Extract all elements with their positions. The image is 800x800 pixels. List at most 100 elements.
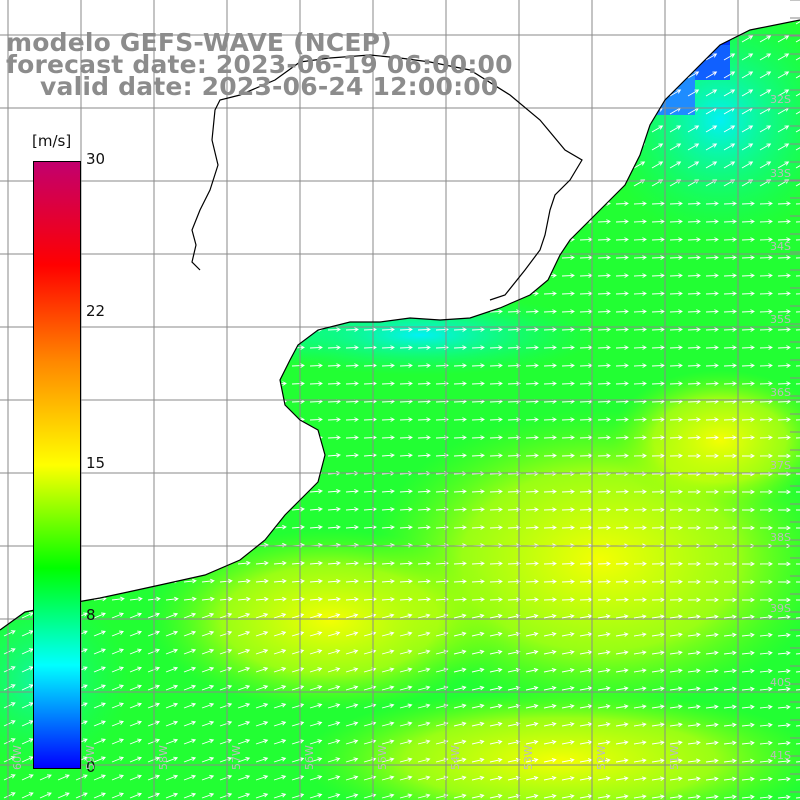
wind-arrow: [471, 631, 485, 637]
wind-arrow: [345, 703, 359, 709]
wind-arrow: [705, 363, 719, 368]
wind-arrow: [165, 612, 179, 619]
wind-arrow: [507, 757, 521, 763]
wind-arrow: [3, 792, 16, 799]
wind-arrow: [561, 417, 575, 422]
wind-arrow: [705, 740, 719, 746]
wind-arrow: [561, 579, 575, 584]
wind-arrow: [507, 739, 521, 745]
wind-arrow: [561, 309, 575, 314]
wind-arrow: [345, 417, 359, 422]
wind-arrow: [273, 631, 287, 637]
wind-arrow: [237, 666, 251, 673]
wind-arrow: [687, 273, 701, 278]
wind-arrow: [759, 561, 773, 567]
wind-arrow: [759, 597, 773, 603]
wind-arrow: [597, 632, 611, 637]
colorbar-unit: [m/s]: [32, 132, 72, 150]
wind-arrow: [201, 792, 215, 799]
wind-arrow: [597, 704, 611, 709]
wind-arrow: [741, 273, 755, 278]
wind-arrow: [615, 237, 629, 242]
wind-arrow: [705, 453, 719, 459]
wind-arrow: [741, 161, 754, 169]
wind-arrow: [615, 219, 629, 224]
wind-arrow: [255, 685, 269, 691]
wind-arrow: [777, 668, 791, 674]
wind-arrow: [111, 648, 124, 655]
lat-label-37s: 37S: [770, 459, 791, 472]
wind-arrow: [255, 596, 269, 602]
wind-arrow: [21, 738, 34, 745]
wind-arrow: [309, 363, 323, 368]
wind-arrow: [129, 792, 142, 799]
wind-arrow: [381, 453, 395, 458]
wind-arrow: [237, 774, 251, 781]
wind-arrow: [561, 614, 575, 619]
wind-arrow: [417, 345, 431, 350]
wind-arrow: [399, 597, 413, 602]
wind-arrow: [489, 417, 503, 422]
wind-arrow: [741, 327, 755, 332]
wind-arrow: [111, 684, 124, 691]
wind-arrow: [489, 381, 503, 386]
wind-arrow: [381, 327, 395, 332]
wind-arrow: [633, 758, 647, 763]
wind-arrow: [507, 381, 521, 386]
wind-arrow: [525, 561, 539, 566]
wind-arrow: [741, 201, 755, 206]
wind-arrow: [705, 686, 719, 692]
wind-arrow: [345, 524, 359, 530]
wind-arrow: [453, 327, 467, 332]
wind-arrow: [399, 363, 413, 368]
wind-arrow: [507, 631, 521, 637]
wind-arrow: [381, 579, 395, 584]
wind-arrow: [273, 649, 287, 655]
wind-arrow: [777, 201, 791, 206]
wind-arrow: [723, 53, 736, 61]
wind-arrow: [687, 525, 701, 531]
wind-arrow: [669, 125, 682, 133]
wind-arrow: [309, 381, 323, 386]
wind-arrow: [705, 525, 719, 531]
wind-arrow: [453, 739, 467, 745]
wind-arrow: [795, 417, 800, 422]
wind-arrow: [597, 309, 611, 314]
wind-arrow: [291, 596, 305, 602]
wind-arrow: [345, 327, 359, 332]
wind-arrow: [759, 453, 773, 459]
wind-arrow: [453, 363, 467, 368]
wind-arrow: [507, 507, 521, 512]
wind-arrow: [597, 237, 611, 242]
wind-arrow: [525, 417, 539, 422]
wind-arrow: [129, 720, 142, 727]
wind-arrow: [183, 666, 197, 673]
wind-arrow: [3, 630, 16, 637]
wind-arrow: [561, 704, 575, 709]
wind-arrow: [795, 794, 800, 800]
wind-arrow: [777, 237, 791, 242]
wind-arrow: [399, 561, 413, 566]
wind-arrow: [705, 632, 719, 638]
wind-arrow: [777, 435, 791, 440]
wind-arrow: [327, 631, 341, 637]
wind-arrow: [273, 524, 287, 530]
wind-arrow: [669, 291, 683, 296]
wind-arrow: [543, 739, 557, 745]
wind-arrow: [489, 757, 503, 763]
wind-arrow: [777, 143, 790, 151]
wind-arrow: [273, 721, 287, 727]
lon-label-55w: 55W: [376, 745, 389, 770]
wind-arrow: [633, 327, 647, 332]
lat-label-39s: 39S: [770, 602, 791, 615]
wind-arrow: [363, 578, 377, 584]
wind-arrow: [759, 579, 773, 585]
wind-arrow: [111, 774, 124, 781]
wind-arrow: [201, 630, 215, 637]
wind-arrow: [741, 255, 755, 260]
wind-arrow: [381, 507, 395, 512]
wind-arrow: [687, 507, 701, 513]
wind-arrow: [615, 327, 629, 332]
wind-arrow: [723, 579, 737, 585]
wind-arrow: [669, 614, 683, 620]
